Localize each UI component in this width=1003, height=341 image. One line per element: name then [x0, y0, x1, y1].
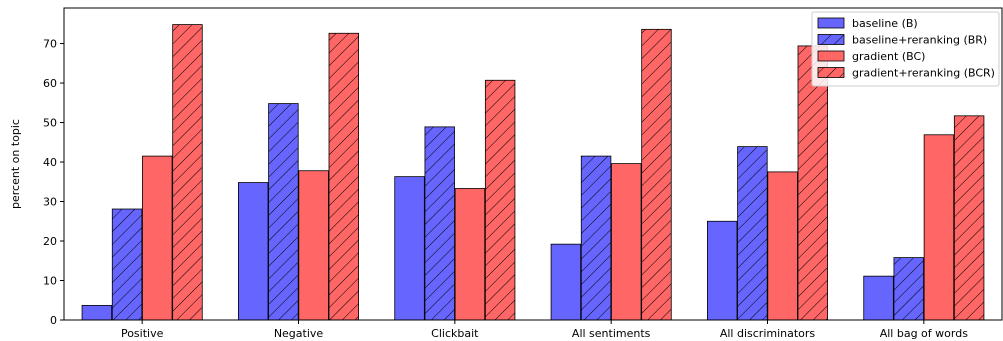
x-tick-label-1: Negative — [274, 327, 324, 340]
bar-hatch-2-6 — [893, 257, 924, 320]
legend-swatch-3 — [817, 50, 845, 62]
bar-1-1 — [81, 304, 113, 321]
bar-1-6 — [863, 275, 894, 321]
bar-hatch-4-5 — [798, 45, 828, 320]
bar-hatch-4-3 — [485, 80, 515, 321]
bar-hatch-2-3 — [424, 126, 455, 320]
legend-label-3: gradient (BC) — [852, 50, 925, 63]
x-tick-label-3: All sentiments — [572, 327, 651, 340]
y-tick-label-4: 40 — [43, 156, 57, 169]
bar-hatch-2-5 — [737, 146, 768, 320]
bar-1-3 — [394, 176, 425, 321]
legend-swatch-hatch-4 — [818, 67, 844, 78]
y-tick-label-5: 50 — [43, 117, 57, 130]
bar-hatch-4-2 — [329, 33, 359, 321]
bar-1-5 — [707, 220, 738, 321]
legend-swatch-1 — [817, 17, 845, 29]
y-tick-label-3: 30 — [43, 196, 57, 209]
bars-group — [81, 24, 985, 321]
y-tick-label-2: 20 — [43, 235, 57, 248]
plot-frame — [63, 7, 1003, 321]
legend-swatch-hatch-2 — [818, 34, 844, 45]
x-tick-label-2: Clickbait — [431, 327, 479, 340]
bar-hatch-2-1 — [112, 209, 142, 320]
bar-3-6 — [923, 134, 955, 321]
y-axis-label: percent on topic — [9, 119, 22, 209]
y-tick-label-6: 60 — [43, 77, 57, 90]
x-tick-label-5: All bag of words — [880, 327, 968, 340]
y-axis: 0 10 20 30 40 50 60 70 — [43, 38, 64, 327]
bar-1-2 — [237, 182, 269, 321]
legend-label-1: baseline (B) — [852, 17, 918, 30]
bar-3-1 — [142, 155, 173, 321]
y-tick-label-7: 70 — [43, 38, 57, 51]
bar-hatch-4-4 — [641, 29, 672, 321]
bar-1-4 — [550, 243, 582, 321]
bar-3-5 — [767, 171, 798, 321]
bar-3-3 — [454, 188, 486, 321]
x-axis: Positive Negative Clickbait All sentiments A… — [121, 320, 968, 340]
bar-3-4 — [611, 163, 642, 321]
legend-label-4: gradient+reranking (BCR) — [852, 67, 995, 80]
bar-hatch-4-1 — [172, 24, 203, 320]
bar-hatch-4-6 — [954, 115, 984, 320]
x-tick-label-4: All discriminators — [720, 327, 816, 340]
legend-label-2: baseline+reranking (BR) — [852, 34, 987, 47]
bar-hatch-2-2 — [268, 103, 299, 321]
bar-3-2 — [298, 170, 329, 321]
y-tick-label-0: 0 — [50, 314, 57, 327]
legend: baseline (B) baseline+reranking (BR) gradi… — [811, 11, 1000, 87]
y-tick-label-1: 10 — [43, 275, 57, 288]
bar-hatch-2-4 — [581, 156, 611, 320]
legend-box — [811, 11, 1000, 87]
x-tick-label-0: Positive — [121, 327, 164, 340]
